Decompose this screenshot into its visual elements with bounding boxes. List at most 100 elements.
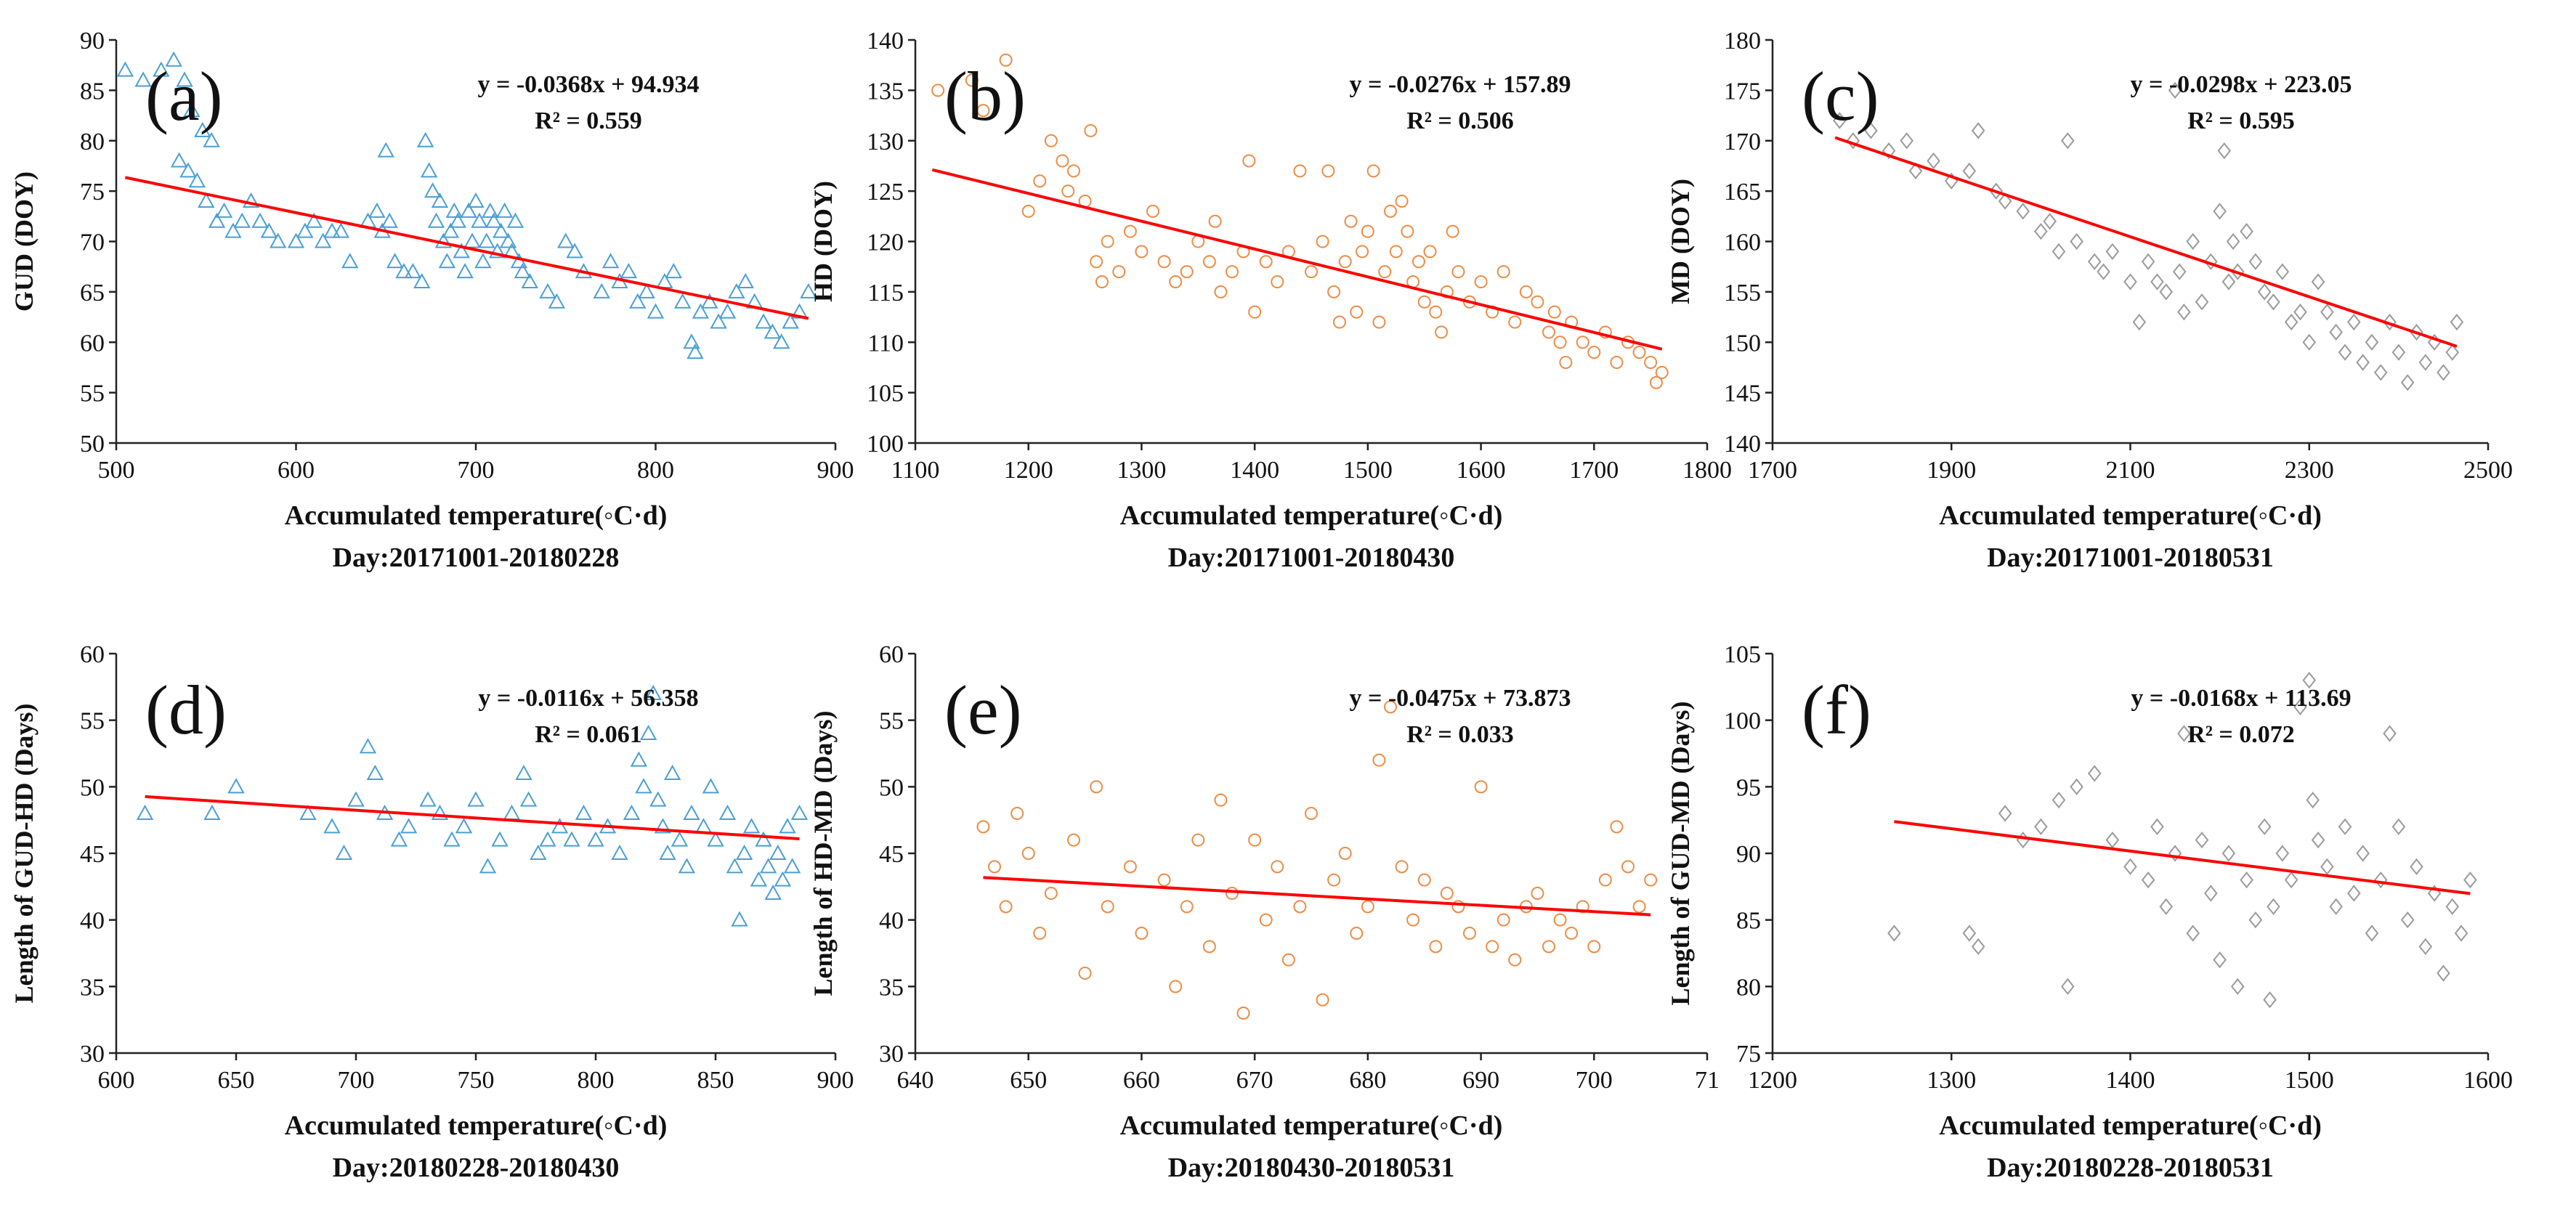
data-point [198,192,215,208]
y-tick-label: 105 [1724,641,1761,668]
x-tick-label: 600 [98,1067,135,1094]
data-point [2159,898,2174,915]
data-point [2320,304,2334,321]
data-point [1146,204,1159,218]
data-point [1344,214,1358,228]
data-point [1587,940,1601,954]
data-point [1542,325,1555,339]
data-point [1463,927,1476,940]
data-point [1271,275,1284,288]
data-point [1451,900,1465,914]
panel-label: (f) [1802,671,1871,749]
data-point [782,313,799,329]
data-point [165,51,182,67]
y-tick-label: 130 [867,129,904,155]
data-point [1486,940,1499,954]
data-point [976,104,990,118]
data-point [400,818,418,834]
x-tick-label: 2300 [2285,457,2334,484]
y-tick-label: 35 [879,974,904,1001]
data-point [489,243,506,259]
data-point [611,844,628,860]
data-point [1632,900,1646,914]
data-point [2410,323,2423,341]
x-tick-label: 1600 [1457,457,1506,484]
y-tick-label: 175 [1724,78,1761,105]
data-point [482,202,499,218]
data-point [1962,925,1977,942]
data-point [215,202,233,218]
data-point [2329,898,2343,915]
data-point [136,804,154,820]
data-point [1236,1007,1250,1020]
data-point [2217,142,2232,160]
data-point [242,192,260,208]
y-tick-label: 60 [879,641,904,668]
data-point [1248,305,1262,319]
data-point [1281,953,1295,967]
y-tick-label: 140 [867,28,904,54]
data-point [2132,313,2147,331]
panel-label: (b) [944,57,1026,135]
data-point [2445,898,2460,915]
data-point [2267,293,2280,311]
data-point [575,804,593,820]
data-point [988,860,1001,874]
data-point [1927,152,1940,170]
date-range-subtitle: Day:20180228-20180430 [333,1153,620,1183]
data-point [2400,911,2415,929]
data-point [694,818,713,834]
data-point [438,253,456,269]
y-tick-label: 135 [867,78,904,105]
x-tick-label: 600 [278,457,315,484]
data-point [563,831,580,847]
y-tick-label: 50 [879,774,904,801]
data-point [1440,887,1454,900]
y-tick-label: 45 [879,841,904,868]
trend-line [145,795,800,840]
data-point [1632,346,1646,359]
data-point [296,222,314,238]
data-point [663,764,681,780]
r-squared: R² = 0.061 [535,721,642,748]
data-point [774,871,792,887]
data-point [2230,263,2245,280]
data-point [434,232,453,248]
data-point [1553,913,1567,927]
data-point [1316,993,1329,1007]
y-tick-label: 45 [80,841,105,868]
data-point [566,243,583,259]
data-point [1157,873,1171,887]
data-point [1226,887,1239,900]
data-point [2302,333,2317,351]
data-point [2391,344,2406,361]
data-points [116,51,817,359]
data-point [1135,927,1149,940]
data-point [2373,364,2388,381]
data-point [208,212,226,228]
y-axis-title: HD (DOY) [809,181,838,302]
data-point [153,61,170,77]
trend-line [124,176,809,320]
data-point [2329,323,2343,341]
data-point [2016,832,2030,849]
data-point [665,263,682,279]
data-point [692,303,710,319]
y-tick-label: 115 [867,280,904,306]
data-point [2437,364,2450,381]
date-range-subtitle: Day:20171001-20180430 [1168,543,1455,573]
data-point [769,844,787,860]
y-tick-label: 170 [1724,129,1761,155]
data-point [1372,753,1386,767]
data-point [413,272,431,288]
data-point [1864,122,1878,139]
y-tick-label: 150 [1724,330,1761,357]
data-point [1248,833,1262,847]
data-point [431,804,449,820]
chart-panel-c: 1700 1900 2100 2300 2500 140 145 150 155 160 165 17… [1666,28,2513,573]
data-point [1451,265,1465,279]
data-point [1112,265,1126,279]
x-tick-label: 680 [1349,1067,1386,1094]
r-squared: R² = 0.595 [2187,107,2295,134]
data-point [347,791,365,807]
